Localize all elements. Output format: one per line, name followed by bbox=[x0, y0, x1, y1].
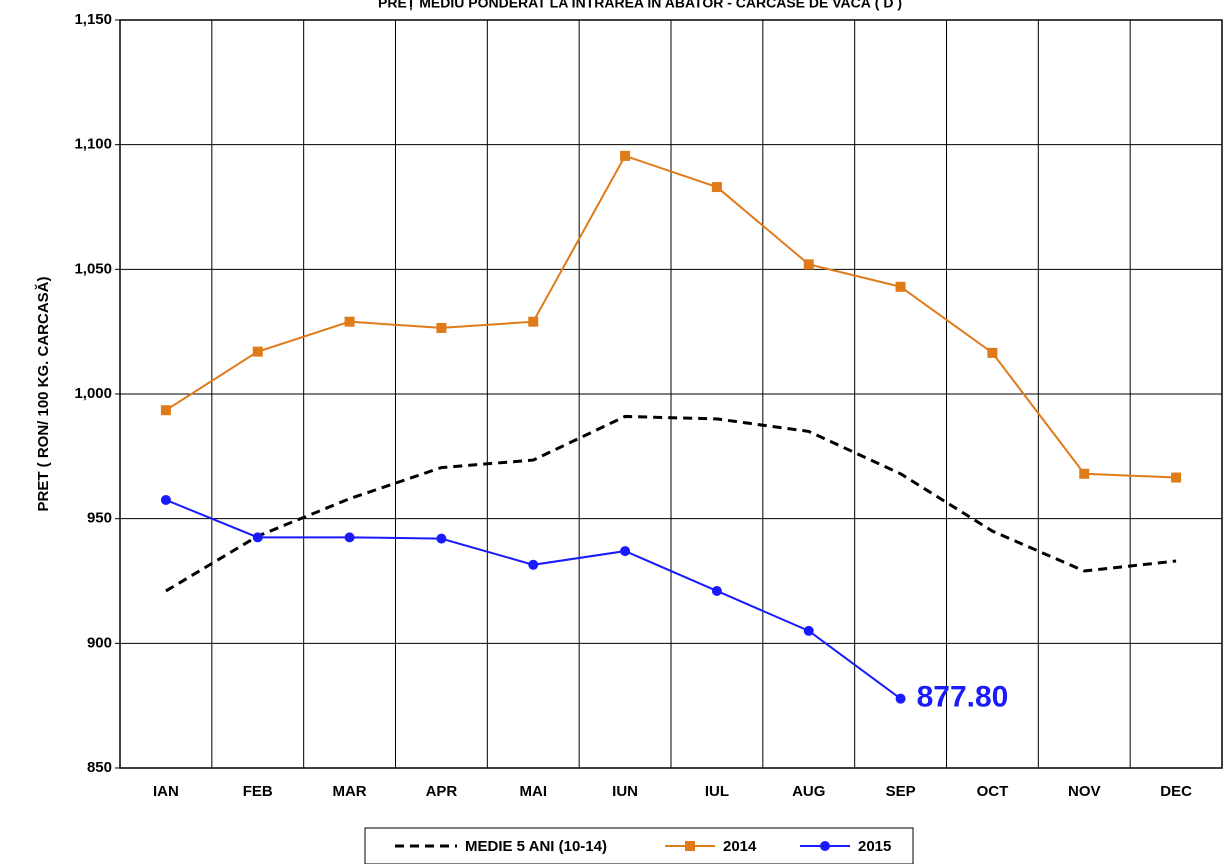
y-tick-label: 1,000 bbox=[74, 385, 112, 402]
y-tick-label: 950 bbox=[87, 510, 112, 527]
marker bbox=[1079, 468, 1090, 479]
legend-marker bbox=[820, 841, 830, 851]
marker bbox=[987, 347, 998, 358]
marker bbox=[344, 316, 355, 327]
x-tick-label: IUN bbox=[612, 783, 638, 800]
marker bbox=[160, 405, 171, 416]
marker bbox=[1171, 472, 1182, 483]
x-tick-label: IAN bbox=[153, 783, 179, 800]
y-tick-label: 1,100 bbox=[74, 136, 112, 153]
x-tick-label: MAR bbox=[332, 783, 366, 800]
x-tick-label: IUL bbox=[705, 783, 729, 800]
x-tick-label: SEP bbox=[886, 783, 916, 800]
y-tick-label: 850 bbox=[87, 759, 112, 776]
series-line bbox=[165, 414, 1177, 593]
series-line bbox=[165, 154, 1177, 479]
x-tick-label: FEB bbox=[243, 783, 273, 800]
marker bbox=[895, 281, 906, 292]
marker bbox=[711, 585, 722, 596]
marker bbox=[620, 150, 631, 161]
marker bbox=[252, 532, 263, 543]
y-tick-label: 1,150 bbox=[74, 11, 112, 28]
legend-label: 2014 bbox=[723, 838, 757, 855]
y-axis-label: PRET ( RON/ 100 KG. CARCASĂ) bbox=[35, 276, 52, 511]
x-tick-label: OCT bbox=[977, 783, 1009, 800]
x-tick-label: AUG bbox=[792, 783, 825, 800]
marker bbox=[252, 346, 263, 357]
legend-marker bbox=[685, 841, 695, 851]
marker bbox=[160, 494, 171, 505]
marker bbox=[436, 322, 447, 333]
x-tick-label: MAI bbox=[520, 783, 548, 800]
x-tick-label: DEC bbox=[1160, 783, 1192, 800]
marker bbox=[528, 559, 539, 570]
marker bbox=[803, 625, 814, 636]
marker bbox=[711, 182, 722, 193]
legend-label: MEDIE 5 ANI (10-14) bbox=[465, 838, 607, 855]
x-tick-label: APR bbox=[426, 783, 458, 800]
marker bbox=[803, 259, 814, 270]
legend-label: 2015 bbox=[858, 838, 891, 855]
marker bbox=[620, 546, 631, 557]
y-tick-label: 1,050 bbox=[74, 260, 112, 277]
plot-frame bbox=[119, 19, 1223, 769]
marker bbox=[528, 316, 539, 327]
y-tick-label: 900 bbox=[87, 634, 112, 651]
marker bbox=[436, 533, 447, 544]
data-label: 877.80 bbox=[917, 681, 1009, 714]
marker bbox=[344, 532, 355, 543]
x-tick-label: NOV bbox=[1068, 783, 1101, 800]
chart-title: PREȚ MEDIU PONDERAT LA INTRAREA ÎN ABATO… bbox=[378, 0, 902, 11]
marker bbox=[895, 693, 906, 704]
